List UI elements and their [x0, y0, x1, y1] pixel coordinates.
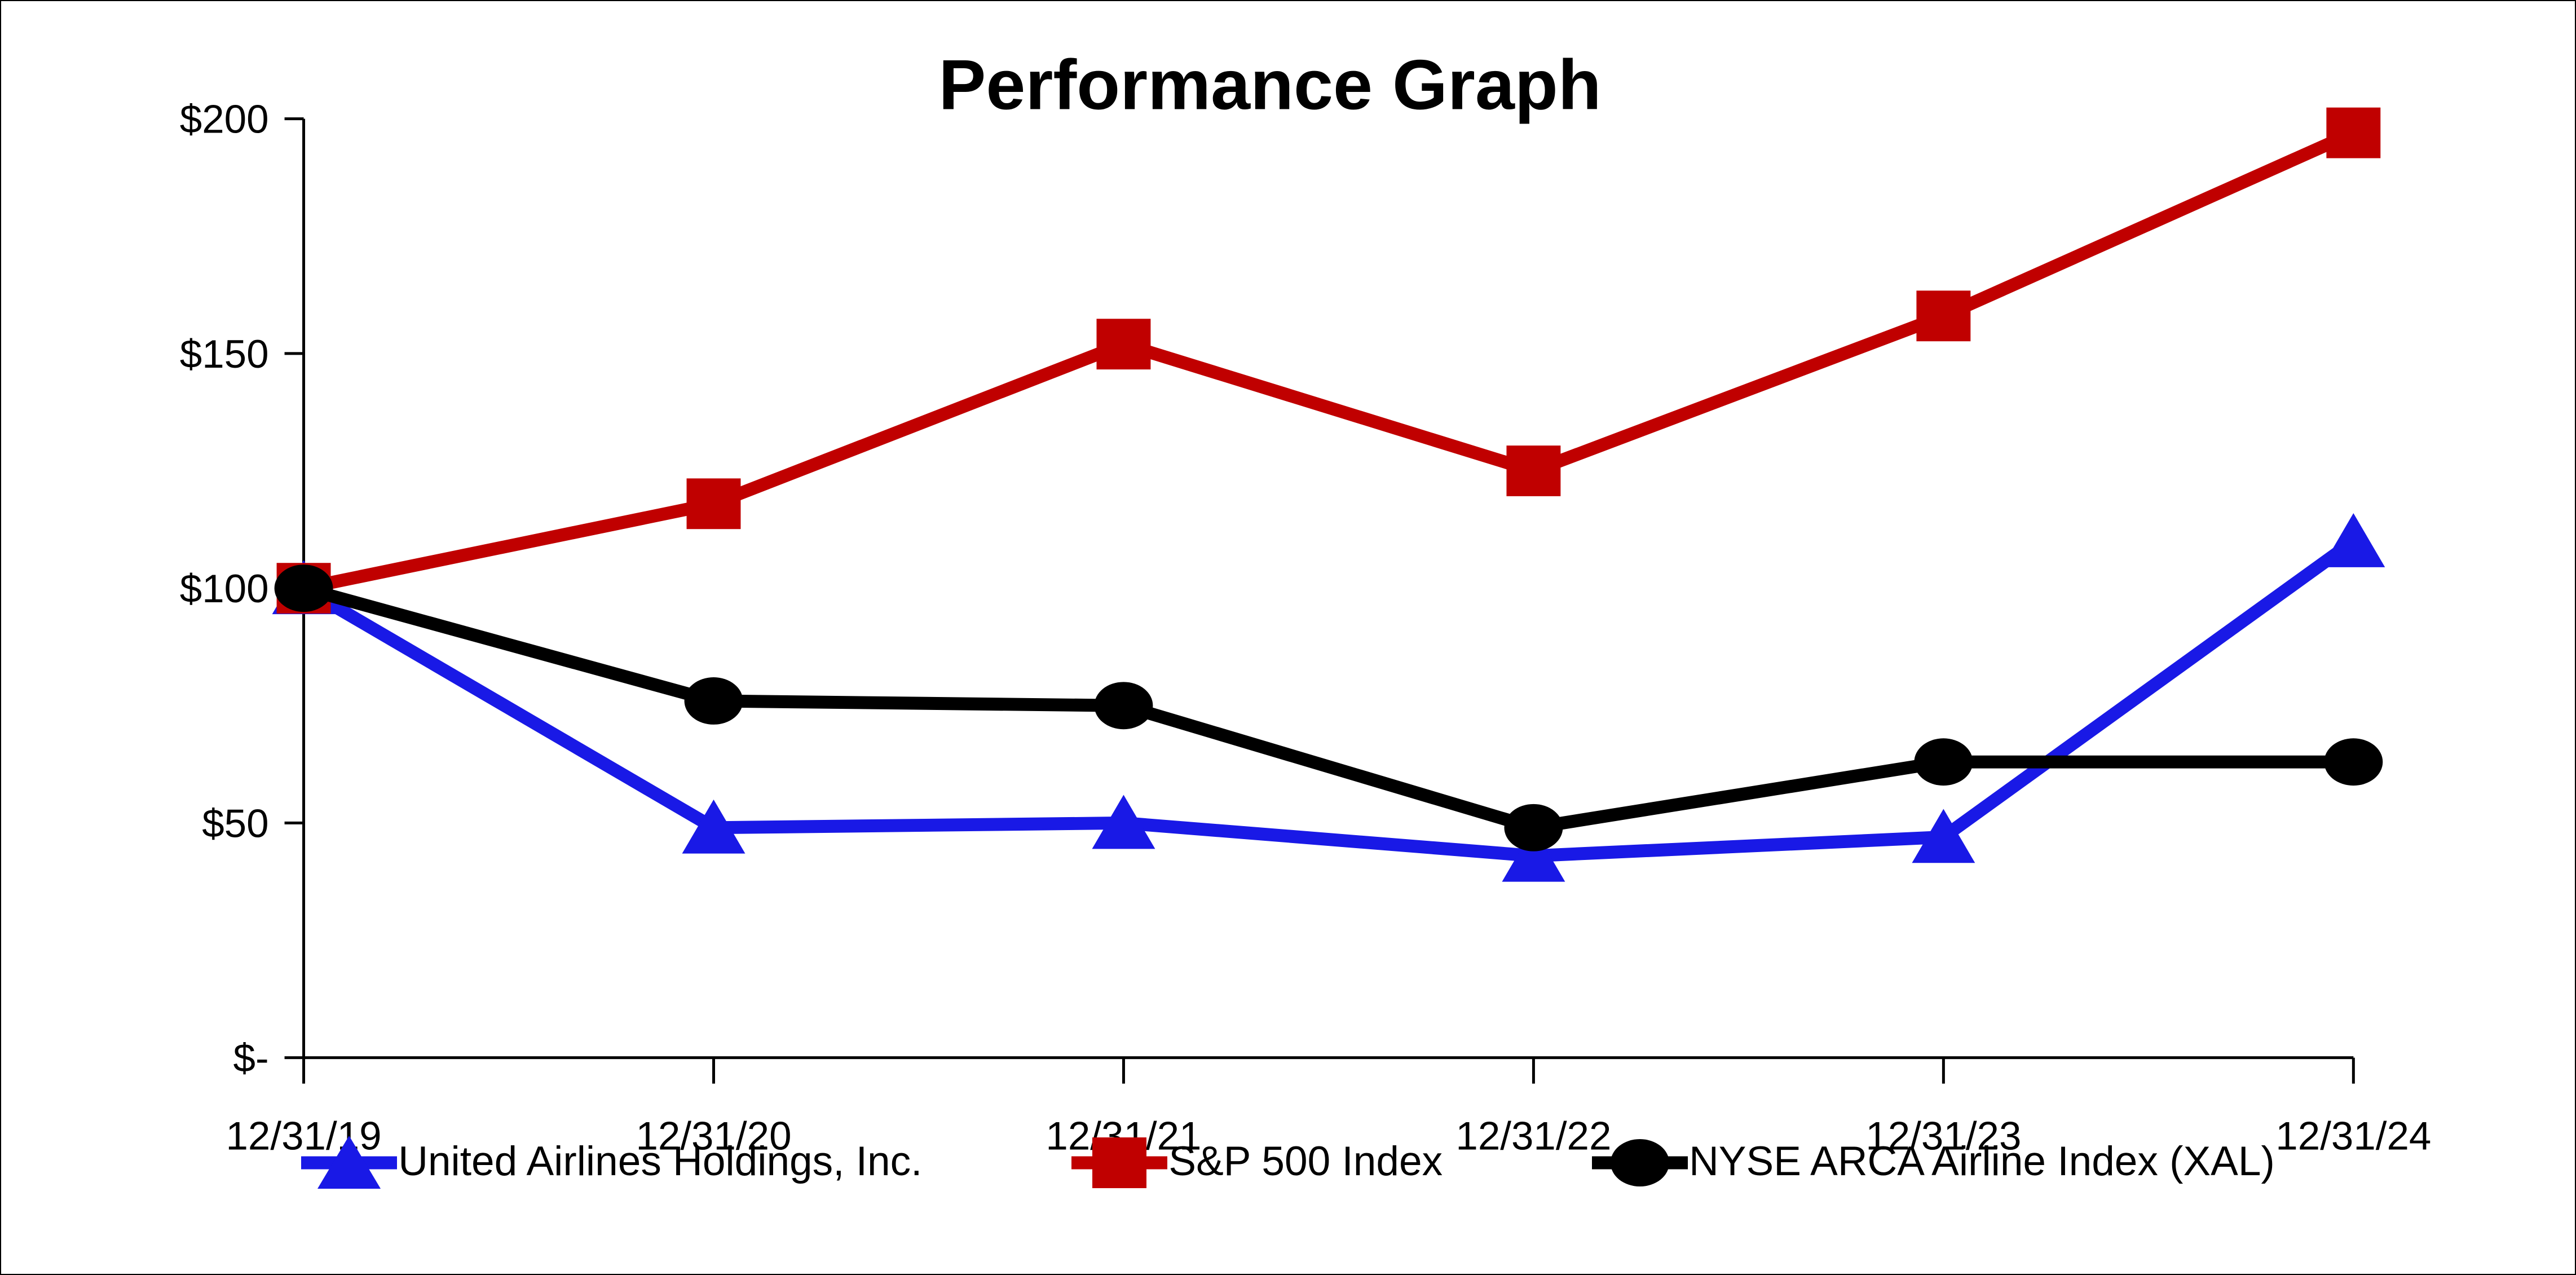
legend: United Airlines Holdings, Inc. S&P 500 I…: [1, 1130, 2575, 1192]
circle-marker: [1094, 682, 1153, 730]
square-marker: [1916, 290, 1971, 342]
x-axis-tick-label: 12/31/22: [1455, 1114, 1611, 1158]
x-axis-tick-label: 12/31/20: [636, 1114, 791, 1158]
series-line: [302, 582, 2354, 835]
circle-marker: [1504, 804, 1563, 852]
x-axis-tick-label: 12/31/23: [1865, 1114, 2021, 1158]
circle-marker: [684, 677, 743, 725]
triangle-marker: [1092, 795, 1155, 849]
axes: [284, 117, 2355, 1084]
triangle-marker: [1912, 809, 1975, 863]
y-axis-tick-label: $150: [180, 332, 269, 377]
triangle-marker-icon: [301, 1136, 398, 1189]
square-marker: [686, 478, 741, 530]
triangle-marker: [682, 799, 746, 854]
series-line: [302, 127, 2357, 595]
square-marker: [1096, 319, 1151, 370]
legend-label: S&P 500 Index: [1168, 1138, 1443, 1184]
series-line: [300, 536, 2358, 863]
triangle-marker: [2322, 513, 2385, 567]
square-marker: [2326, 107, 2381, 158]
chart-title: Performance Graph: [938, 45, 1601, 125]
legend-item-sp500: S&P 500 Index: [1071, 1130, 1443, 1192]
triangle-marker: [1502, 827, 1565, 882]
y-axis-tick-label: $-: [233, 1036, 269, 1081]
square-marker-icon: [1071, 1137, 1168, 1188]
y-axis-tick-label: $200: [180, 98, 269, 142]
circle-marker-icon: [1592, 1139, 1688, 1186]
legend-label: NYSE ARCA Airline Index (XAL): [1689, 1138, 2275, 1184]
circle-marker: [1914, 738, 1973, 786]
data-series: [272, 107, 2385, 882]
legend-item-united: United Airlines Holdings, Inc.: [301, 1130, 922, 1192]
y-axis-tick-label: $50: [202, 801, 268, 846]
circle-marker: [274, 564, 333, 612]
legend-item-xal: NYSE ARCA Airline Index (XAL): [1592, 1130, 2275, 1192]
legend-label: United Airlines Holdings, Inc.: [398, 1138, 923, 1184]
axis-labels: $200$150$100$50$-12/31/19 12/31/20 12/31/2…: [180, 98, 2432, 1159]
square-marker: [1506, 445, 1561, 496]
circle-marker: [2324, 738, 2383, 786]
axis-lines: [302, 118, 2354, 1060]
y-axis-tick-label: $100: [180, 567, 269, 611]
x-axis-tick-label: 12/31/24: [2275, 1114, 2431, 1158]
